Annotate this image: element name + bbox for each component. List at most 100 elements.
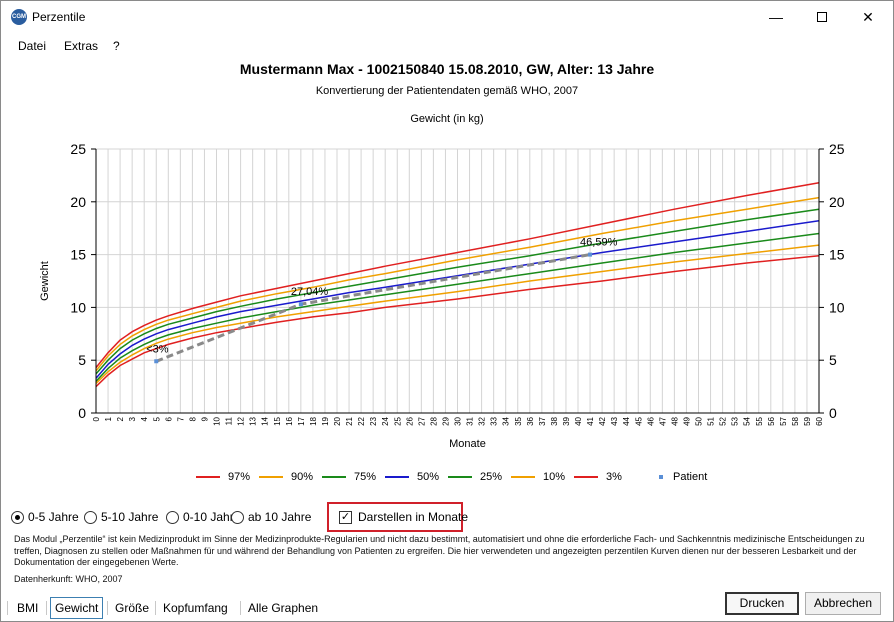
radio-circle-icon[interactable] <box>231 510 244 524</box>
x-tick-label: 55 <box>755 416 764 425</box>
x-tick-label: 12 <box>237 416 246 425</box>
x-tick-label: 42 <box>598 416 607 425</box>
tab-separator <box>240 601 241 615</box>
x-tick-label: 56 <box>767 416 776 425</box>
menu-extras[interactable]: Extras <box>64 39 99 53</box>
x-tick-label: 36 <box>526 416 535 425</box>
legend-item: 75% <box>322 471 376 483</box>
y-tick-label-right: 5 <box>829 352 837 368</box>
legend-item: 97% <box>196 471 250 483</box>
y-axis-label: Gewicht <box>39 261 51 301</box>
checkbox-highlight-frame <box>327 502 463 532</box>
x-tick-label: 14 <box>261 416 270 425</box>
legend-swatch <box>196 476 220 478</box>
legend-item-patient: Patient <box>657 471 707 483</box>
chart-measure-label: Gewicht (in kg) <box>410 113 484 125</box>
x-tick-label: 58 <box>791 416 800 425</box>
legend-item: 90% <box>259 471 313 483</box>
x-tick-label: 10 <box>213 416 222 425</box>
legend-label: Patient <box>673 471 708 483</box>
legend-label: 25% <box>480 471 503 483</box>
x-tick-label: 35 <box>514 416 523 425</box>
x-tick-label: 28 <box>429 416 438 425</box>
radio-circle-icon[interactable] <box>11 510 24 524</box>
radio-option[interactable]: 0-5 Jahre <box>11 510 79 524</box>
legend-label: 75% <box>354 471 377 483</box>
x-tick-label: 53 <box>731 416 740 425</box>
x-tick-label: 4 <box>140 416 149 421</box>
patient-point <box>154 359 159 364</box>
legend-item: 3% <box>574 471 622 483</box>
x-tick-label: 13 <box>249 416 258 425</box>
tab-bmi[interactable]: BMI <box>17 601 39 615</box>
x-tick-label: 50 <box>695 416 704 425</box>
radio-label: 5-10 Jahre <box>101 510 159 524</box>
cancel-button[interactable]: Abbrechen <box>805 592 881 615</box>
x-tick-label: 30 <box>454 416 463 425</box>
cgm-app-icon: CGM <box>11 9 27 25</box>
patient-percentile-label: 46,59% <box>580 237 618 249</box>
x-tick-label: 41 <box>586 416 595 425</box>
legend-label: 97% <box>228 471 251 483</box>
x-tick-label: 23 <box>369 416 378 425</box>
y-tick-label-right: 20 <box>829 194 845 210</box>
x-tick-label: 59 <box>803 416 812 425</box>
tab-kopfumfang[interactable]: Kopfumfang <box>163 601 228 615</box>
percentile-line-25pct <box>95 232 820 382</box>
title-bar: CGM Perzentile — ✕ <box>1 1 893 33</box>
x-tick-label: 16 <box>285 416 294 425</box>
y-tick-label-right: 25 <box>829 141 845 157</box>
checkbox-check-icon[interactable]: ✓ <box>339 510 352 524</box>
radio-option[interactable]: 0-10 Jahre <box>166 510 240 524</box>
months-checkbox[interactable]: ✓ Darstellen in Monate <box>339 510 468 524</box>
x-tick-label: 9 <box>200 416 209 421</box>
tab-separator <box>155 601 156 615</box>
patient-percentile-label: 27,04% <box>291 286 329 298</box>
legend-swatch <box>259 476 283 478</box>
radio-option[interactable]: 5-10 Jahre <box>84 510 158 524</box>
legend-item: 25% <box>448 471 502 483</box>
x-tick-label: 48 <box>670 416 679 425</box>
legend-swatch <box>448 476 472 478</box>
legend-label: 50% <box>417 471 440 483</box>
x-tick-label: 46 <box>646 416 655 425</box>
patient-point <box>298 302 303 307</box>
tab-separator <box>107 601 108 615</box>
tab-größe[interactable]: Größe <box>115 601 150 615</box>
legend-swatch <box>322 476 346 478</box>
tab-separator <box>7 601 8 615</box>
tab-gewicht[interactable]: Gewicht <box>50 597 104 619</box>
legend-label: 10% <box>543 471 566 483</box>
chart-grid <box>95 148 820 414</box>
x-tick-label: 57 <box>779 416 788 425</box>
radio-option[interactable]: ab 10 Jahre <box>231 510 311 524</box>
x-tick-label: 31 <box>466 416 475 425</box>
maximize-icon[interactable] <box>799 1 845 33</box>
x-tick-label: 27 <box>417 416 426 425</box>
x-tick-label: 52 <box>719 416 728 425</box>
y-tick-label-left: 5 <box>78 352 86 368</box>
legend-item: 10% <box>511 471 565 483</box>
tab-alle-graphen[interactable]: Alle Graphen <box>248 601 319 615</box>
menu-datei[interactable]: Datei <box>18 39 47 53</box>
x-tick-label: 26 <box>405 416 414 425</box>
months-checkbox-label: Darstellen in Monate <box>358 510 469 524</box>
radio-circle-icon[interactable] <box>84 510 97 524</box>
radio-circle-icon[interactable] <box>166 510 179 524</box>
close-icon[interactable]: ✕ <box>862 8 874 25</box>
x-tick-label: 6 <box>164 416 173 421</box>
data-source-text: Datenherkunft: WHO, 2007 <box>14 574 123 584</box>
percentile-line-75pct <box>95 208 820 375</box>
chart-subtitle: Konvertierung der Patientendaten gemäß W… <box>315 85 579 97</box>
x-tick-label: 49 <box>682 416 691 425</box>
print-button[interactable]: Drucken <box>725 592 799 615</box>
menu-help[interactable]: ? <box>113 39 120 53</box>
x-tick-label: 17 <box>297 416 306 425</box>
x-tick-label: 32 <box>478 416 487 425</box>
minimize-icon[interactable]: — <box>769 9 783 25</box>
x-tick-label: 1 <box>104 416 113 421</box>
x-tick-label: 40 <box>574 416 583 425</box>
legend-swatch <box>385 476 409 478</box>
